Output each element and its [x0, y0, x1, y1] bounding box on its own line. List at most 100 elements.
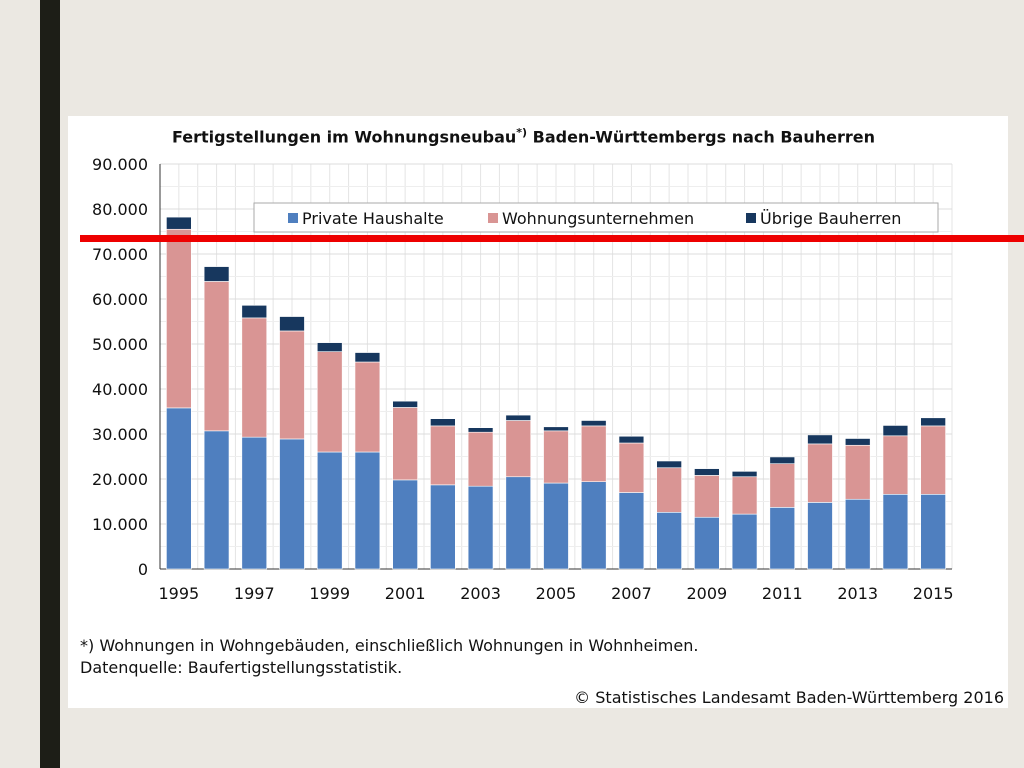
bar-segment	[316, 342, 343, 352]
bar-segment	[467, 485, 494, 570]
bar-segment	[882, 435, 909, 495]
bar-segment	[731, 471, 758, 478]
copyright-text: © Statistisches Landesamt Baden-Württemb…	[574, 688, 1004, 707]
legend-label: Übrige Bauherren	[760, 209, 901, 228]
legend-box	[253, 202, 939, 233]
bar-segment	[807, 434, 833, 445]
bar-segment	[920, 493, 946, 570]
chart-title-main: Fertigstellungen im Wohnungsneubau	[172, 127, 517, 147]
bar-segment	[580, 425, 607, 482]
legend-swatch	[288, 213, 298, 223]
chart-title-rest: Baden-Württembergs nach Bauherren	[527, 127, 875, 147]
y-tick-label: 0	[138, 560, 148, 579]
bar-segment	[505, 420, 532, 478]
bar-segment	[543, 426, 569, 432]
x-tick-label: 1995	[158, 584, 199, 603]
bar-segment	[203, 266, 230, 282]
bar-segment	[656, 467, 682, 513]
bar-segment	[166, 228, 192, 409]
legend-label: Wohnungsunternehmen	[502, 209, 694, 228]
bar-segment	[920, 425, 946, 495]
y-tick-label: 70.000	[92, 245, 148, 264]
bar-segment	[920, 417, 946, 427]
bar-segment	[392, 400, 418, 408]
legend-swatch	[746, 213, 756, 223]
bar-segment	[694, 475, 720, 518]
legend-label: Private Haushalte	[302, 209, 444, 228]
y-tick-label: 10.000	[92, 515, 148, 534]
bar-segment	[807, 502, 833, 570]
bar-segment	[694, 468, 720, 476]
bar-segment	[844, 498, 871, 570]
y-tick-label: 40.000	[92, 380, 148, 399]
x-tick-label: 2001	[385, 584, 426, 603]
stacked-bar-chart: 0 10.000 20.000 30.000 40.000 50.000 60.000 70.…	[92, 155, 954, 603]
footnote-block: *) Wohnungen in Wohngebäuden, einschließ…	[80, 635, 698, 679]
bar-segment	[882, 425, 909, 437]
y-tick-label: 90.000	[92, 155, 148, 174]
bar-segment	[430, 425, 456, 486]
y-tick-label: 50.000	[92, 335, 148, 354]
bar-segment	[580, 481, 607, 570]
bar-segment	[354, 352, 381, 363]
bar-segment	[241, 317, 268, 438]
bar-segment	[430, 418, 456, 427]
legend-swatch	[488, 213, 498, 223]
bar-segment	[882, 493, 909, 570]
x-tick-label: 2013	[837, 584, 878, 603]
bar-segment	[467, 427, 494, 433]
bar-segment	[279, 330, 305, 440]
bar-segment	[430, 484, 456, 570]
bar-segment	[241, 305, 268, 319]
bar-segment	[844, 444, 871, 500]
x-tick-label: 2009	[686, 584, 727, 603]
bar-segment	[316, 451, 343, 570]
bar-segment	[580, 420, 607, 427]
bar-segment	[505, 414, 532, 421]
source-text: Datenquelle: Baufertigstellungsstatistik…	[80, 658, 403, 677]
y-tick-label: 60.000	[92, 290, 148, 309]
x-tick-label: 1997	[234, 584, 275, 603]
chart-title: Fertigstellungen im Wohnungsneubau*) Bad…	[172, 126, 972, 146]
red-highlight-line	[80, 235, 1024, 242]
y-tick-label: 80.000	[92, 200, 148, 219]
bar-segment	[844, 438, 871, 446]
bar-segment	[731, 476, 758, 515]
bar-segment	[203, 430, 230, 570]
bar-segment	[279, 316, 305, 332]
bar-segment	[543, 482, 569, 570]
y-tick-label: 30.000	[92, 425, 148, 444]
x-tick-label: 2007	[611, 584, 652, 603]
bar-segment	[731, 513, 758, 570]
bar-segment	[769, 456, 796, 465]
bar-segment	[769, 463, 796, 508]
bar-segment	[543, 430, 569, 484]
bar-segment	[392, 479, 418, 570]
bar-segment	[618, 442, 645, 493]
bar-segment	[354, 361, 381, 453]
bar-segment	[769, 507, 796, 570]
bar-segment	[279, 438, 305, 570]
bar-segment	[656, 460, 682, 469]
x-tick-label: 2015	[913, 584, 954, 603]
x-tick-label: 2011	[762, 584, 803, 603]
bar-segment	[316, 351, 343, 453]
bar-segment	[166, 216, 192, 230]
chart-panel: Fertigstellungen im Wohnungsneubau*) Bad…	[68, 116, 1008, 708]
bar-segment	[618, 492, 645, 570]
x-tick-label: 2003	[460, 584, 501, 603]
footnote-text: *) Wohnungen in Wohngebäuden, einschließ…	[80, 636, 699, 655]
bar-segment	[505, 476, 532, 570]
y-tick-label: 20.000	[92, 470, 148, 489]
bar-segment	[203, 281, 230, 432]
chart-title-footnote-mark: *)	[516, 126, 528, 139]
x-tick-label: 2005	[536, 584, 577, 603]
bar-segment	[354, 451, 381, 570]
x-tick-label: 1999	[309, 584, 350, 603]
bar-segment	[166, 407, 192, 570]
bar-segment	[807, 443, 833, 503]
bar-segment	[618, 435, 645, 444]
bar-segment	[694, 516, 720, 570]
bar-segment	[392, 407, 418, 481]
bar-segment	[241, 436, 268, 570]
